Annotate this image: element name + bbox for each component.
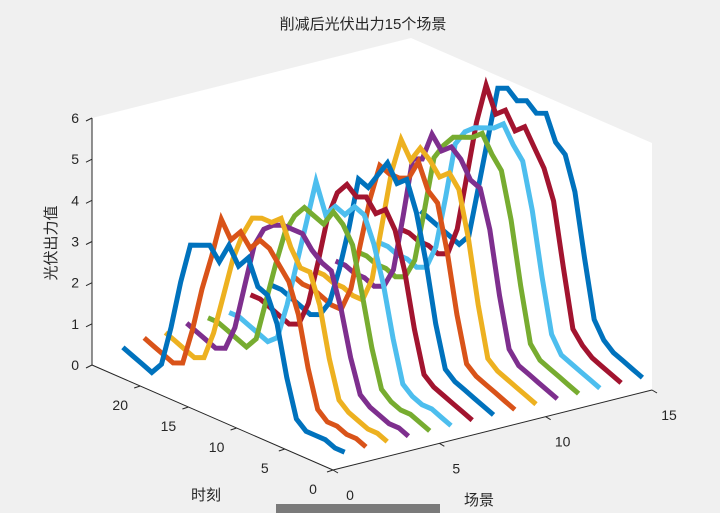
x-tick-label: 0 <box>346 487 354 503</box>
y-tick-label: 15 <box>161 418 177 434</box>
z-tick-label: 4 <box>71 192 79 208</box>
x-axis-line <box>332 389 653 471</box>
z-tick-label: 5 <box>71 151 79 167</box>
series-line-scene-11 <box>334 128 559 401</box>
z-tick-label: 6 <box>71 110 79 126</box>
x-axis-label: 场景 <box>464 492 494 509</box>
series-line-scene-15 <box>418 85 645 380</box>
x-tick-label: 15 <box>661 407 677 423</box>
chart-title: 削减后光伏出力15个场景 <box>280 16 447 33</box>
series-line-scene-13 <box>377 120 602 391</box>
z-tick <box>85 323 93 328</box>
y-tick-label: 5 <box>261 460 269 476</box>
y-tick <box>230 427 237 431</box>
series-line-scene-3 <box>163 215 389 444</box>
y-axis-line <box>91 364 334 471</box>
y-tick <box>326 469 334 473</box>
z-tick-label: 3 <box>71 234 79 250</box>
z-axis-label: 光伏出力值 <box>43 205 60 280</box>
series-line-scene-10 <box>313 132 538 407</box>
y-tick <box>182 406 189 410</box>
series-line-scene-12 <box>355 130 581 396</box>
z-tick <box>85 199 93 204</box>
y-tick-label: 0 <box>309 481 317 497</box>
z-tick <box>85 364 93 369</box>
x-tick-label: 5 <box>452 460 460 476</box>
y-tick <box>134 385 141 389</box>
series-line-scene-1 <box>121 240 346 455</box>
y-tick <box>278 448 285 452</box>
series-line-scene-8 <box>270 158 496 417</box>
z-tick-label: 0 <box>71 357 79 373</box>
series-line-scene-14 <box>398 76 623 385</box>
series-line-scene-5 <box>206 204 432 433</box>
z-tick <box>85 117 93 122</box>
y-axis-label: 时刻 <box>191 487 221 504</box>
z-tick <box>85 282 93 287</box>
y-tick-label: 10 <box>209 439 225 455</box>
series-line-scene-6 <box>228 171 453 428</box>
z-tick-label: 2 <box>71 275 79 291</box>
y-tick-label: 20 <box>112 397 128 413</box>
series-line-scene-4 <box>185 222 411 439</box>
bottom-toolbar-bar[interactable] <box>276 504 440 513</box>
series-line-scene-2 <box>142 211 368 449</box>
x-tick-label: 10 <box>555 434 571 450</box>
series-line-scene-7 <box>249 180 474 423</box>
z-tick <box>85 241 93 245</box>
x-tick <box>439 442 445 447</box>
axis-ticks: 0 1 2 3 4 5 6 0 5 10 15 0 5 10 15 20 <box>71 110 677 503</box>
series-lines <box>121 76 645 455</box>
x-tick <box>651 389 658 394</box>
x-tick <box>332 469 339 474</box>
z-tick <box>85 158 93 163</box>
z-tick-label: 1 <box>71 316 79 332</box>
x-tick <box>545 416 551 421</box>
axes-background <box>92 38 652 470</box>
